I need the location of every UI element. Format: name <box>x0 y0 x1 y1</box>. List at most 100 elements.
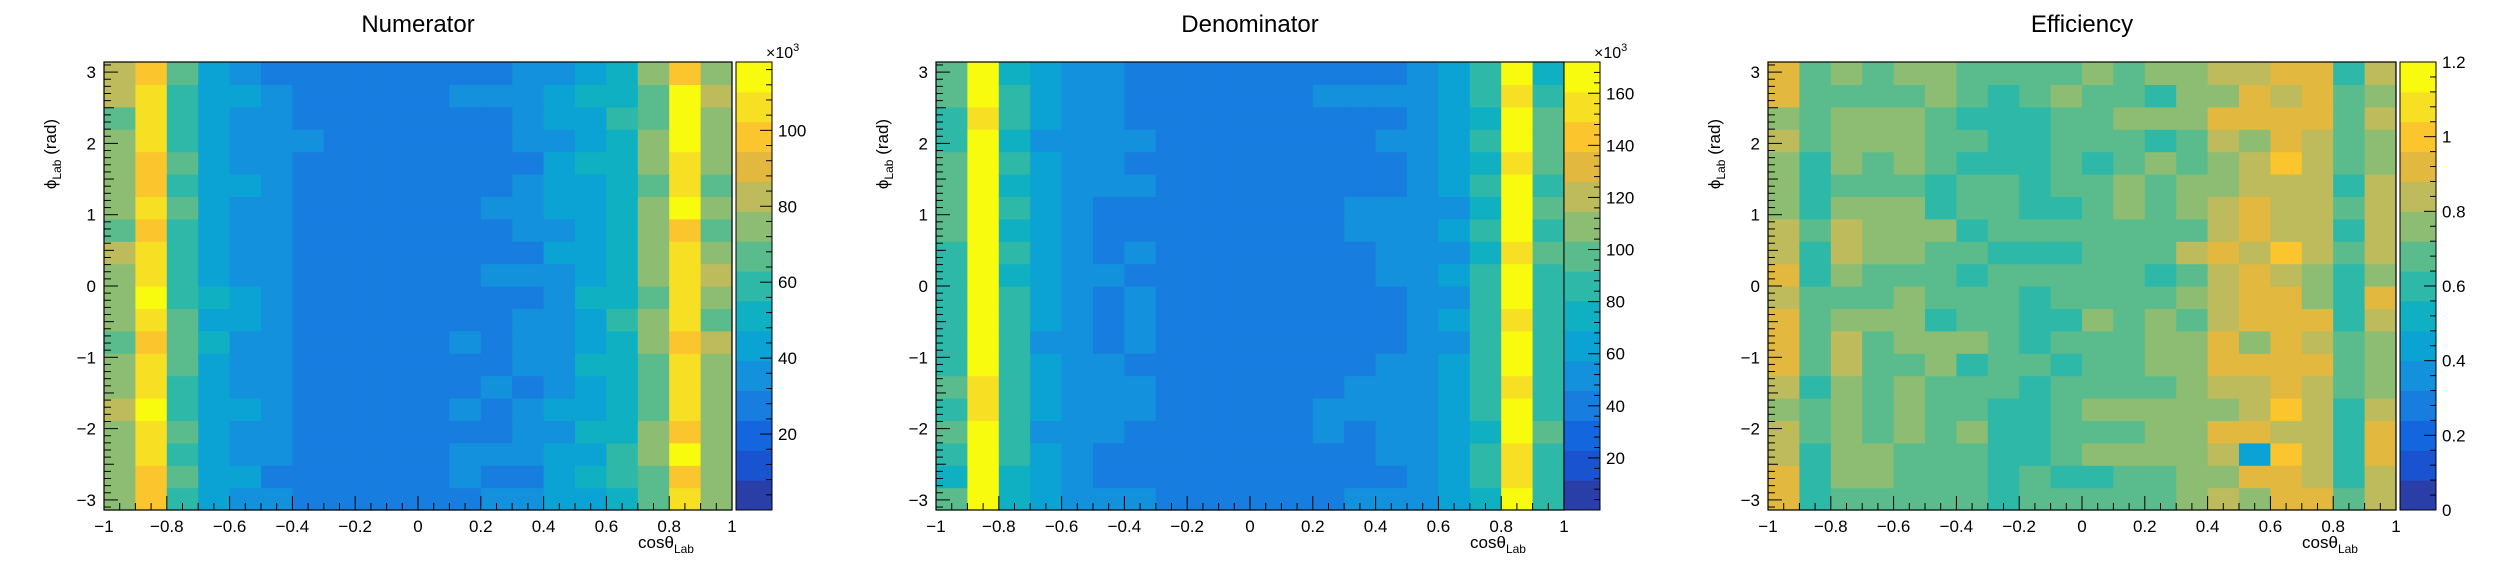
heatmap-cell <box>1093 218 1125 242</box>
heatmap-cell <box>229 84 262 108</box>
heatmap-cell <box>386 487 419 511</box>
heatmap-cell <box>1218 241 1251 265</box>
heatmap-cell <box>1312 174 1345 197</box>
heatmap-cell <box>2270 330 2303 354</box>
heatmap-cell <box>355 465 388 489</box>
heatmap-cell <box>998 487 1031 511</box>
heatmap-cell <box>1893 196 1926 220</box>
heatmap-cell <box>1438 62 1471 85</box>
heatmap-cell <box>418 84 450 108</box>
heatmap-cell <box>606 174 639 197</box>
heatmap-cell <box>2113 286 2146 309</box>
heatmap-cell <box>2333 84 2366 108</box>
heatmap-cell <box>135 106 168 130</box>
heatmap-cell <box>323 353 356 377</box>
heatmap-cell <box>449 487 482 511</box>
heatmap-cell <box>998 442 1031 466</box>
heatmap-cell <box>323 286 356 309</box>
heatmap-cell <box>261 286 293 309</box>
heatmap-cell <box>386 174 419 197</box>
heatmap-cell <box>1987 375 2020 399</box>
heatmap-cell <box>2333 487 2366 511</box>
heatmap-cell <box>1469 84 1502 108</box>
heatmap-cell <box>1862 174 1895 197</box>
heatmap-cell <box>2207 241 2240 265</box>
heatmap-cell <box>480 151 513 175</box>
heatmap-cell <box>1501 353 1534 377</box>
heatmap-cell <box>1407 420 1439 444</box>
heatmap-cell <box>575 196 607 220</box>
heatmap-cell <box>355 375 388 399</box>
heatmap-cell <box>2082 465 2114 489</box>
heatmap-cell <box>1124 398 1157 421</box>
heatmap-cell <box>1532 174 1565 197</box>
heatmap-cell <box>2364 330 2397 354</box>
heatmap-cell <box>1281 308 1314 332</box>
heatmap-cell <box>1344 487 1377 511</box>
heatmap-cell <box>1093 62 1125 85</box>
heatmap-cell <box>1532 196 1565 220</box>
heatmap-cell <box>967 263 1000 287</box>
heatmap-cell <box>1987 174 2020 197</box>
heatmap-cell <box>512 84 545 108</box>
heatmap-cell <box>1218 286 1251 309</box>
heatmap-cell <box>512 241 545 265</box>
heatmap-cell <box>2082 375 2114 399</box>
heatmap-cell <box>998 106 1031 130</box>
x-tick-label: −0.2 <box>338 517 372 536</box>
heatmap-cell <box>1768 442 1800 466</box>
heatmap-cell <box>606 62 639 85</box>
heatmap-cell <box>386 263 419 287</box>
heatmap-cell <box>1155 218 1188 242</box>
heatmap-cell <box>449 286 482 309</box>
heatmap-cell <box>575 398 607 421</box>
heatmap-cell <box>1030 353 1063 377</box>
heatmap-cell <box>1093 196 1125 220</box>
heatmap-cell <box>135 330 168 354</box>
heatmap-cell <box>1030 218 1063 242</box>
heatmap-cell <box>512 106 545 130</box>
heatmap-cell <box>1250 62 1282 85</box>
heatmap-cell <box>1501 442 1534 466</box>
heatmap-cell <box>355 62 388 85</box>
heatmap-cell <box>1893 241 1926 265</box>
heatmap-cell <box>1124 263 1157 287</box>
heatmap-cell <box>1375 129 1408 153</box>
heatmap-cell <box>1532 62 1565 85</box>
heatmap-cell <box>2019 129 2052 153</box>
heatmap-cell <box>104 353 136 377</box>
heatmap-cell <box>2364 129 2397 153</box>
heatmap-cell <box>2082 241 2114 265</box>
heatmap-cell <box>1344 375 1377 399</box>
heatmap-cell <box>1218 353 1251 377</box>
heatmap-cell <box>1987 106 2020 130</box>
chart-panel-1: −1 −0.8 −0.6 −0.4 −0.2 0 0.2 0.4 0.6 0.8 1 −3 −2 −1 0 1… <box>41 11 806 556</box>
heatmap-cell <box>1501 196 1534 220</box>
heatmap-cell <box>1799 442 1832 466</box>
heatmap-cell <box>1281 286 1314 309</box>
heatmap-cell <box>418 308 450 332</box>
heatmap-cell <box>998 62 1031 85</box>
heatmap-cell <box>1124 465 1157 489</box>
heatmap-cell <box>2176 263 2209 287</box>
heatmap-cell <box>1799 353 1832 377</box>
heatmap-cell <box>2113 263 2146 287</box>
heatmap-cell <box>104 241 136 265</box>
heatmap-cell <box>1768 218 1800 242</box>
heatmap-cell <box>2050 174 2083 197</box>
heatmap-cell <box>2144 129 2177 153</box>
heatmap-cell <box>2333 420 2366 444</box>
heatmap-cell <box>1218 174 1251 197</box>
heatmap-cell <box>1344 151 1377 175</box>
heatmap-cell <box>2113 487 2146 511</box>
heatmap-cell <box>1030 375 1063 399</box>
heatmap-cell <box>2364 263 2397 287</box>
heatmap-cell <box>2082 174 2114 197</box>
heatmap-cell <box>669 487 702 511</box>
heatmap-cell <box>1532 398 1565 421</box>
heatmap-cell <box>292 375 325 399</box>
colorbar-tick-label: 1.2 <box>2442 53 2466 72</box>
heatmap-cell <box>1155 420 1188 444</box>
heatmap-cell <box>606 218 639 242</box>
heatmap-cell <box>1830 398 1863 421</box>
